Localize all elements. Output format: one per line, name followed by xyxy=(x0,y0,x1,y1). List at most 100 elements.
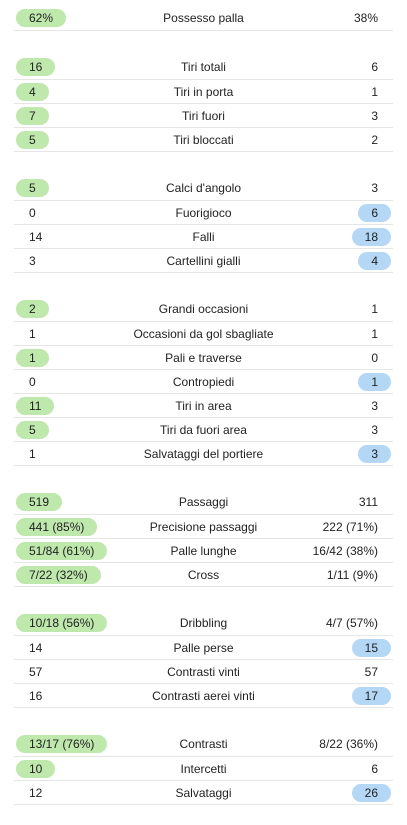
stats-group: Contrasti 13/17 (76%) 8/22 (36%) Intercetti… xyxy=(14,732,393,805)
stat-row-fuorigioco: Fuorigioco 0 6 xyxy=(14,200,393,224)
stat-row-salvataggi: Salvataggi 12 26 xyxy=(14,780,393,804)
away-value: 1 xyxy=(358,372,391,391)
away-value: 1/11 (9%) xyxy=(326,567,378,582)
away-value: 3 xyxy=(371,181,378,195)
home-value: 1 xyxy=(29,446,36,461)
stat-row-tiri-in-area: Tiri in area 11 3 xyxy=(14,393,393,417)
home-value: 14 xyxy=(29,640,43,655)
stat-label: Tiri in porta xyxy=(173,84,234,99)
stat-label: Fuorigioco xyxy=(175,205,232,220)
stat-label: Tiri in area xyxy=(175,398,232,413)
stat-row-salvataggi-del-portiere: Salvataggi del portiere 1 3 xyxy=(14,441,393,465)
away-value: 1 xyxy=(371,302,378,316)
stat-label: Cross xyxy=(187,567,220,582)
stat-row-contrasti-aerei-vinti: Contrasti aerei vinti 16 17 xyxy=(14,683,393,707)
away-value: 3 xyxy=(371,398,378,413)
home-value: 7/22 (32%) xyxy=(16,565,101,584)
home-value: 13/17 (76%) xyxy=(16,735,108,753)
home-value: 5 xyxy=(16,420,49,439)
stat-label: Contrasti aerei vinti xyxy=(152,688,255,703)
away-value: 4/7 (57%) xyxy=(325,616,378,630)
stat-label: Contropiedi xyxy=(172,374,235,389)
home-value: 3 xyxy=(29,253,36,268)
stat-row-grandi-occasioni: Grandi occasioni 2 1 xyxy=(14,297,393,321)
away-value: 4 xyxy=(358,251,391,270)
stat-row-contropiedi: Contropiedi 0 1 xyxy=(14,369,393,393)
home-value: 57 xyxy=(29,664,43,679)
stat-label: Tiri fuori xyxy=(182,108,225,123)
home-value: 5 xyxy=(16,179,49,197)
stat-row-tiri-totali: Tiri totali 16 6 xyxy=(14,55,393,79)
home-value: 10 xyxy=(16,759,56,778)
stat-row-palle-lunghe: Palle lunghe 51/84 (61%) 16/42 (38%) xyxy=(14,538,393,562)
home-value: 14 xyxy=(29,229,43,244)
home-value: 1 xyxy=(16,348,49,367)
away-value: 8/22 (36%) xyxy=(319,737,378,751)
stat-label: Tiri totali xyxy=(181,60,226,74)
stats-group: Passaggi 519 311 Precisione passaggi 441 (85… xyxy=(14,490,393,587)
stat-label: Contrasti vinti xyxy=(167,664,240,679)
away-value: 6 xyxy=(371,761,378,776)
home-value: 16 xyxy=(16,58,56,76)
stat-label: Grandi occasioni xyxy=(158,302,249,316)
away-value: 17 xyxy=(351,686,391,705)
stat-row-tiri-bloccati: Tiri bloccati 5 2 xyxy=(14,127,393,151)
away-value: 57 xyxy=(364,664,378,679)
stat-row-pali-e-traverse: Pali e traverse 1 0 xyxy=(14,345,393,369)
stats-group: Dribbling 10/18 (56%) 4/7 (57%) Palle perse… xyxy=(14,611,393,708)
home-value: 62% xyxy=(16,9,67,27)
home-value: 7 xyxy=(16,106,49,125)
home-value: 519 xyxy=(16,493,63,511)
stat-row-intercetti: Intercetti 10 6 xyxy=(14,756,393,780)
stat-label: Occasioni da gol sbagliate xyxy=(133,326,274,341)
away-value: 15 xyxy=(351,638,391,657)
away-value: 26 xyxy=(351,783,391,802)
stats-group: Tiri totali 16 6 Tiri in porta 4 1 Tiri fuori 7… xyxy=(14,55,393,152)
away-value: 3 xyxy=(358,444,391,463)
stat-row-occasioni-da-gol-sbagliate: Occasioni da gol sbagliate 1 1 xyxy=(14,321,393,345)
stat-label: Pali e traverse xyxy=(165,350,242,365)
stats-group: Possesso palla 62% 38% xyxy=(14,6,393,31)
away-value: 2 xyxy=(371,132,378,147)
home-value: 441 (85%) xyxy=(16,517,98,536)
away-value: 38% xyxy=(353,11,378,25)
away-value: 6 xyxy=(371,60,378,74)
stat-label: Cartellini gialli xyxy=(166,253,241,268)
away-value: 6 xyxy=(358,203,391,222)
away-value: 1 xyxy=(371,326,378,341)
stat-row-calci-d-angolo: Calci d'angolo 5 3 xyxy=(14,176,393,200)
stat-row-tiri-in-porta: Tiri in porta 4 1 xyxy=(14,79,393,103)
stat-label: Falli xyxy=(192,229,215,244)
away-value: 18 xyxy=(351,227,391,246)
stats-group: Calci d'angolo 5 3 Fuorigioco 0 6 Falli 14 18 Car… xyxy=(14,176,393,273)
stat-label: Dribbling xyxy=(179,616,228,630)
away-value: 0 xyxy=(371,350,378,365)
stat-row-tiri-da-fuori-area: Tiri da fuori area 5 3 xyxy=(14,417,393,441)
stat-row-contrasti: Contrasti 13/17 (76%) 8/22 (36%) xyxy=(14,732,393,756)
home-value: 51/84 (61%) xyxy=(16,541,108,560)
stat-label: Palle lunghe xyxy=(170,543,237,558)
home-value: 16 xyxy=(29,688,43,703)
stat-label: Passaggi xyxy=(178,495,229,509)
stat-row-precisione-passaggi: Precisione passaggi 441 (85%) 222 (71%) xyxy=(14,514,393,538)
stat-label: Salvataggi del portiere xyxy=(143,446,264,461)
away-value: 3 xyxy=(371,108,378,123)
home-value: 4 xyxy=(16,82,49,101)
away-value: 222 (71%) xyxy=(322,519,378,534)
away-value: 3 xyxy=(371,422,378,437)
home-value: 12 xyxy=(29,785,43,800)
home-value: 0 xyxy=(29,205,36,220)
home-value: 5 xyxy=(16,130,49,149)
stat-row-falli: Falli 14 18 xyxy=(14,224,393,248)
home-value: 1 xyxy=(29,326,36,341)
stat-row-palle-perse: Palle perse 14 15 xyxy=(14,635,393,659)
stat-row-contrasti-vinti: Contrasti vinti 57 57 xyxy=(14,659,393,683)
away-value: 1 xyxy=(371,84,378,99)
stats-group: Grandi occasioni 2 1 Occasioni da gol sbagl… xyxy=(14,297,393,466)
stat-label: Calci d'angolo xyxy=(165,181,241,195)
stat-label: Possesso palla xyxy=(163,11,244,25)
away-value: 311 xyxy=(358,495,378,509)
stat-row-cross: Cross 7/22 (32%) 1/11 (9%) xyxy=(14,562,393,586)
stat-label: Palle perse xyxy=(173,640,234,655)
